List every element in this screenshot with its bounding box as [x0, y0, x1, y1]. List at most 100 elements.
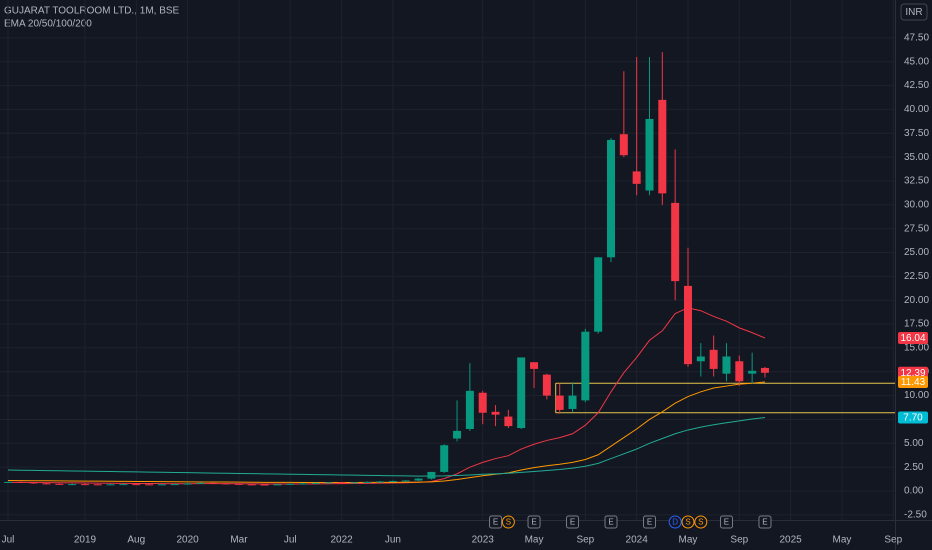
x-tick-label: 2020 [176, 535, 199, 546]
candle-body [388, 480, 397, 482]
candle-body [222, 483, 231, 485]
candle-body [324, 482, 333, 484]
candle-body [465, 390, 474, 429]
y-tick-label: 45.00 [904, 56, 929, 67]
candle-body [132, 484, 141, 486]
candle-body [440, 445, 449, 472]
event-label: E [724, 518, 729, 527]
event-marker [668, 515, 682, 529]
event-marker [681, 515, 695, 529]
y-tick-label: 22.50 [904, 271, 929, 282]
candle-body [568, 395, 577, 409]
price-label: 11.43 [901, 377, 926, 388]
y-tick-label: 0.00 [904, 486, 924, 497]
candle-body [42, 483, 51, 485]
y-tick-label: 35.00 [904, 152, 929, 163]
price-label-box [898, 366, 928, 379]
x-tick-label: Jun [385, 535, 401, 546]
candle-body [337, 482, 346, 484]
candle-body [504, 416, 513, 427]
x-tick-label: May [525, 535, 544, 546]
ema-line [8, 307, 766, 485]
candle-body [632, 171, 641, 184]
price-label: 16.04 [900, 333, 925, 344]
x-tick-label: 2024 [626, 535, 649, 546]
candle-body [376, 481, 385, 483]
x-tick-label: 2019 [74, 535, 97, 546]
candle-body [645, 118, 654, 191]
candle-body [80, 484, 89, 486]
price-label-box [898, 375, 928, 388]
x-tick-label: 2025 [780, 535, 803, 546]
candle-body [671, 202, 680, 282]
event-marker [489, 515, 503, 529]
event-marker [719, 515, 733, 529]
candle-body [4, 481, 12, 483]
candle-body [760, 367, 769, 373]
candle-body [555, 395, 564, 410]
candle-body [735, 361, 744, 382]
candle-body [145, 484, 154, 486]
candle-body [55, 483, 64, 485]
candle-body [607, 139, 616, 258]
price-label: 12.39 [900, 368, 925, 379]
candle-body [709, 349, 718, 369]
candle-body [683, 285, 692, 365]
x-tick-label: Sep [884, 535, 902, 546]
candle-body [16, 481, 25, 483]
y-tick-label: 2.50 [904, 462, 924, 473]
chart-title: GUJARAT TOOLROOM LTD., 1M, BSE [4, 6, 180, 17]
y-tick-label: 37.50 [904, 128, 929, 139]
event-marker [694, 515, 708, 529]
candle-body [619, 134, 628, 156]
event-label: E [570, 518, 575, 527]
currency-label[interactable]: INR [905, 7, 922, 18]
candle-body [196, 482, 205, 484]
price-label-box [898, 411, 928, 424]
candle-body [170, 484, 179, 486]
candle-body [414, 478, 423, 481]
candle-body [594, 257, 603, 332]
ema-line [7, 381, 766, 484]
ema-line [7, 417, 766, 477]
y-tick-label: 42.50 [904, 80, 929, 91]
candle-body [68, 484, 77, 486]
indicator-label: EMA 20/50/100/200 [4, 19, 92, 30]
y-tick-label: 30.00 [904, 199, 929, 210]
y-tick-label: 5.00 [904, 438, 924, 449]
event-label: E [493, 518, 498, 527]
candle-body [542, 374, 551, 396]
candle-body [311, 482, 320, 484]
candle-body [696, 356, 705, 362]
y-tick-label: 32.50 [904, 176, 929, 187]
event-marker [566, 515, 580, 529]
plot-area [0, 0, 895, 520]
candle-body [286, 483, 295, 485]
y-tick-label: 17.50 [904, 319, 929, 330]
event-marker [643, 515, 656, 529]
candle-body [581, 331, 590, 401]
candle-body [93, 484, 102, 486]
y-tick-label: -2.50 [904, 509, 927, 520]
candle-body [299, 483, 308, 485]
event-marker [501, 515, 515, 529]
event-marker [758, 515, 772, 529]
candle-body [209, 482, 218, 484]
candle-body [157, 484, 166, 486]
y-tick-label: 10.00 [904, 390, 929, 401]
candle-body [183, 483, 192, 485]
currency-box[interactable] [900, 3, 928, 21]
x-tick-label: Sep [576, 535, 594, 546]
candle-body [363, 481, 372, 483]
candle-body [119, 484, 128, 486]
candle-body [247, 484, 256, 486]
candle-body [658, 99, 667, 194]
y-tick-label: 20.00 [904, 295, 929, 306]
x-tick-label: Sep [730, 535, 748, 546]
candle-body [427, 471, 436, 479]
event-marker [604, 515, 618, 529]
candle-body [748, 370, 757, 374]
x-tick-label: Mar [230, 535, 248, 546]
